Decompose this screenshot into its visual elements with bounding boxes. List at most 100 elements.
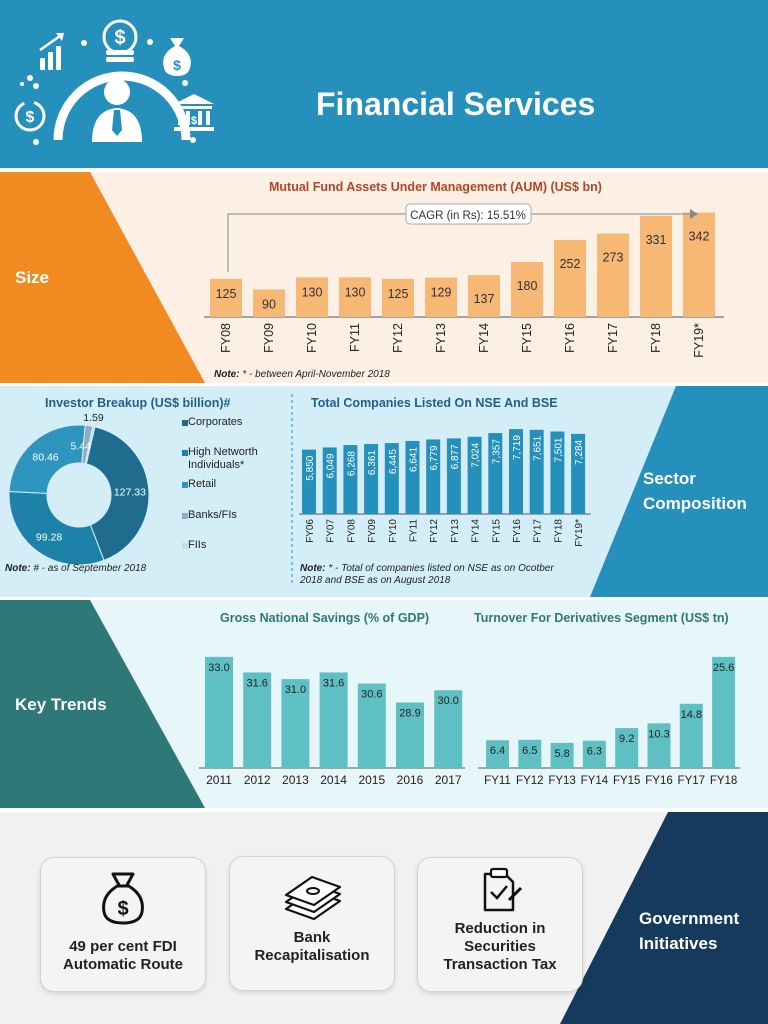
companies-tick-label: FY13 [450, 519, 461, 543]
companies-tick-label: FY09 [367, 519, 378, 543]
aum-value-label: 130 [345, 285, 366, 299]
stt-line1: Reduction in [454, 920, 546, 937]
companies-bar [302, 449, 316, 514]
savings-tick-label: 2013 [282, 773, 309, 787]
turnover-value-label: 5.8 [554, 748, 569, 760]
turnover-bar [486, 740, 509, 768]
turnover-tick-label: FY16 [645, 775, 673, 787]
legend-label: FIIs [188, 539, 207, 551]
key-trends-section: Key Trends Gross National Savings (% of … [0, 600, 768, 808]
turnover-bar [550, 742, 574, 768]
savings-bar [434, 690, 463, 768]
companies-bar [488, 433, 503, 514]
savings-value-label: 28.9 [399, 707, 420, 719]
cagr-label: CAGR (in Rs): 15.51% [410, 210, 526, 222]
aum-tick-label: FY19* [692, 323, 706, 358]
aum-bar [640, 215, 672, 317]
donut-slice [85, 426, 150, 562]
header-illustration: $ $ $ $ [14, 19, 214, 145]
aum-tick-label: FY14 [477, 323, 491, 353]
savings-value-label: 31.6 [246, 677, 267, 689]
legend-item: Retail [182, 478, 298, 491]
savings-value-label: 31.0 [285, 684, 306, 696]
companies-tick-label: FY08 [346, 519, 357, 543]
aum-bar [425, 277, 457, 317]
savings-tick-label: 2012 [244, 773, 271, 787]
donut-value-label: 99.28 [36, 531, 62, 543]
companies-tick-label: FY14 [471, 519, 482, 543]
aum-value-label: 342 [689, 230, 710, 244]
donut-value-label: 127.33 [114, 487, 146, 499]
aum-bar [683, 212, 715, 317]
aum-value-label: 137 [474, 292, 495, 306]
companies-bar [364, 444, 379, 514]
companies-value-label: 6,268 [346, 451, 357, 476]
money-stack-icon: $ [102, 19, 138, 62]
turnover-value-label: 6.4 [490, 745, 505, 757]
turnover-value-label: 25.6 [713, 662, 734, 674]
government-section: Government Initiatives $ 49 per cent FDI… [0, 812, 768, 1024]
legend-swatch [182, 450, 188, 456]
legend-swatch [182, 513, 188, 519]
svg-text:$: $ [117, 898, 128, 920]
investor-chart-title: Investor Breakup (US$ billion)# [45, 396, 231, 410]
turnover-chart-title: Turnover For Derivatives Segment (US$ tn… [474, 611, 729, 625]
turnover-chart: 6.4 FY11 6.5 FY12 5.8 FY13 6.3 FY14 9.2 FY15 10.3 F… [478, 656, 741, 787]
savings-bar [357, 683, 386, 768]
aum-bar [382, 278, 414, 317]
page-title: Financial Services [316, 86, 596, 122]
companies-chart-title: Total Companies Listed On NSE And BSE [311, 396, 558, 410]
sector-label-line1: Sector [643, 469, 696, 488]
companies-tick-label: FY10 [388, 519, 399, 543]
bank-icon: $ [174, 94, 214, 131]
companies-chart: 5,850 FY06 6,049 FY07 6,268 FY08 6,361 FY09 6,44… [299, 429, 591, 547]
turnover-tick-label: FY17 [678, 775, 706, 787]
companies-value-label: 7,719 [512, 435, 523, 460]
size-note-label: Note: [214, 369, 240, 380]
companies-tick-label: FY15 [491, 519, 502, 543]
size-label: Size [15, 268, 50, 287]
document-check-icon [483, 867, 523, 912]
savings-value-label: 30.0 [437, 695, 458, 707]
savings-value-label: 30.6 [361, 689, 382, 701]
donut-slice [8, 424, 86, 494]
aum-value-label: 125 [388, 287, 409, 301]
key-trends-label: Key Trends [15, 695, 107, 714]
aum-value-label: 130 [302, 285, 323, 299]
turnover-tick-label: FY12 [516, 775, 544, 787]
savings-tick-label: 2014 [320, 773, 347, 787]
companies-bar [550, 431, 565, 514]
aum-value-label: 331 [646, 233, 667, 247]
savings-value-label: 31.6 [323, 677, 344, 689]
turnover-tick-label: FY13 [548, 775, 576, 787]
aum-bar [468, 275, 500, 317]
savings-tick-label: 2017 [435, 773, 462, 787]
aum-value-label: 129 [431, 286, 452, 300]
legend-label: High Networth Individuals* [188, 446, 258, 471]
companies-bar [426, 439, 441, 514]
turnover-tick-label: FY11 [484, 775, 511, 787]
turnover-bar [582, 740, 606, 768]
growth-chart-icon [39, 33, 64, 70]
aum-bar [296, 277, 328, 317]
savings-chart: 33.0 2011 31.6 2012 31.0 2013 31.6 2014 30.6 2015… [199, 656, 465, 787]
companies-tick-label: FY11 [409, 519, 420, 543]
stt-line3: Transaction Tax [443, 956, 557, 973]
companies-bar [446, 438, 461, 514]
aum-tick-label: FY11 [348, 323, 362, 352]
companies-value-label: 7,501 [553, 437, 564, 462]
legend-label: Corporates [188, 416, 243, 428]
aum-bar [554, 240, 586, 317]
companies-tick-label: FY17 [533, 519, 544, 543]
size-section: Size Mutual Fund Assets Under Management… [0, 172, 768, 383]
companies-value-label: 7,024 [471, 442, 482, 467]
donut-value-label: 5.44 [70, 441, 91, 453]
turnover-bar [615, 728, 639, 768]
turnover-bar [647, 723, 671, 768]
government-label-line1: Government [639, 909, 740, 928]
companies-note-text-1: * - Total of companies listed on NSE as … [328, 563, 554, 574]
aum-bar [253, 289, 285, 317]
aum-chart: 125 FY08 90 FY09 130 FY10 130 FY11 125 FY12 129 FY1… [204, 203, 724, 358]
investor-note-text: # - as of September 2018 [33, 563, 147, 574]
companies-value-label: 7,651 [533, 435, 544, 460]
